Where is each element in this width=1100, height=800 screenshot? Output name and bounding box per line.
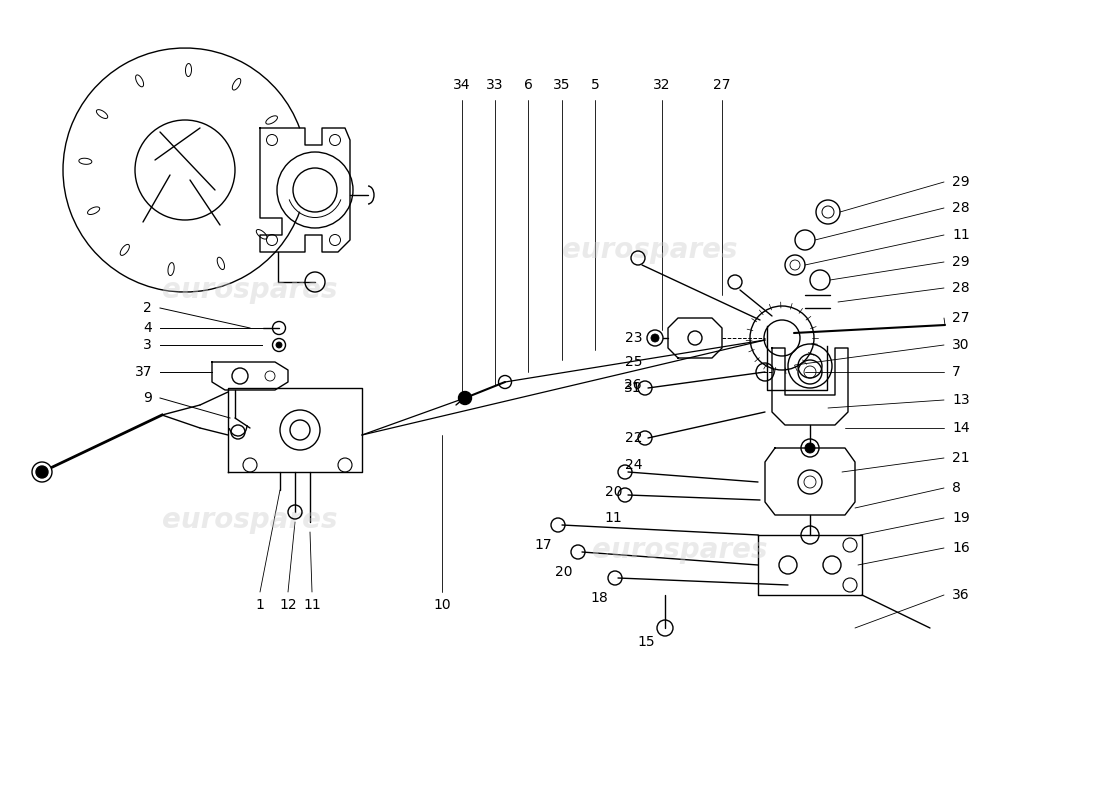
Text: 32: 32 — [653, 78, 671, 92]
Text: 31: 31 — [625, 381, 642, 395]
Text: 35: 35 — [553, 78, 571, 92]
Text: 3: 3 — [143, 338, 152, 352]
Text: 23: 23 — [625, 331, 642, 345]
Text: 29: 29 — [952, 175, 969, 189]
Text: 37: 37 — [134, 365, 152, 379]
Circle shape — [651, 334, 659, 342]
Text: 8: 8 — [952, 481, 961, 495]
Text: eurospares: eurospares — [562, 236, 738, 264]
Text: 13: 13 — [952, 393, 969, 407]
Text: 21: 21 — [952, 451, 969, 465]
Circle shape — [276, 342, 282, 348]
Text: 11: 11 — [952, 228, 970, 242]
Circle shape — [805, 443, 815, 453]
Text: 28: 28 — [952, 201, 969, 215]
Text: 10: 10 — [433, 598, 451, 612]
Text: 20: 20 — [554, 565, 572, 579]
Text: 36: 36 — [952, 588, 969, 602]
Text: 18: 18 — [591, 591, 608, 605]
Text: 16: 16 — [952, 541, 970, 555]
Text: eurospares: eurospares — [163, 506, 338, 534]
Text: 7: 7 — [952, 365, 960, 379]
Text: 15: 15 — [637, 635, 654, 649]
Text: 4: 4 — [143, 321, 152, 335]
Text: 1: 1 — [255, 598, 264, 612]
Text: 11: 11 — [604, 511, 622, 525]
Text: 24: 24 — [625, 458, 642, 472]
Text: eurospares: eurospares — [592, 536, 768, 564]
Text: 20: 20 — [605, 485, 621, 499]
Text: 14: 14 — [952, 421, 969, 435]
Text: 34: 34 — [453, 78, 471, 92]
Text: 25: 25 — [625, 355, 642, 369]
Text: 17: 17 — [535, 538, 552, 552]
Circle shape — [32, 462, 52, 482]
Text: 2: 2 — [143, 301, 152, 315]
Text: 9: 9 — [143, 391, 152, 405]
Text: 29: 29 — [952, 255, 969, 269]
Text: 19: 19 — [952, 511, 970, 525]
Circle shape — [459, 391, 472, 405]
Text: 11: 11 — [304, 598, 321, 612]
Text: 28: 28 — [952, 281, 969, 295]
Text: 12: 12 — [279, 598, 297, 612]
Text: 27: 27 — [713, 78, 730, 92]
Circle shape — [36, 466, 48, 478]
Text: 26: 26 — [625, 378, 642, 392]
Text: 6: 6 — [524, 78, 532, 92]
Text: 22: 22 — [625, 431, 642, 445]
Text: 30: 30 — [952, 338, 969, 352]
Text: 33: 33 — [486, 78, 504, 92]
Text: 5: 5 — [591, 78, 600, 92]
Text: 27: 27 — [952, 311, 969, 325]
Text: eurospares: eurospares — [163, 276, 338, 304]
